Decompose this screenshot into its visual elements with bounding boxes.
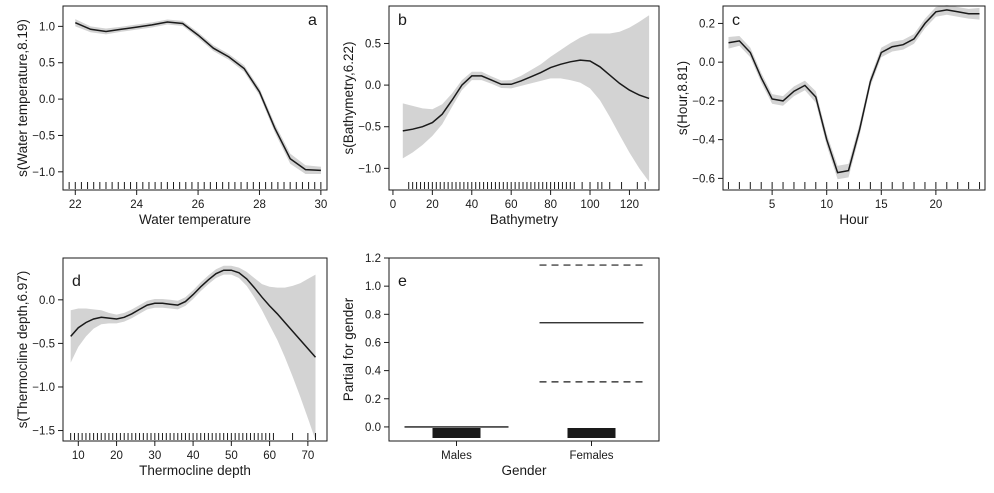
plot-frame (62, 5, 328, 191)
y-tick-label: 1.2 (365, 253, 381, 265)
x-tick-label: 30 (148, 450, 161, 462)
confidence-band (70, 265, 316, 441)
y-tick-label: 0.6 (365, 337, 381, 349)
panel-a: −1.0 −0.5 0.0 0.5 1.0 22 24 26 28 30 Water tempera… (15, 5, 328, 227)
y-tick-label: −0.5 (32, 338, 55, 350)
y-tick-label: 0.5 (365, 38, 381, 50)
x-axis-label: Water temperature (139, 212, 251, 227)
x-tick-label: 24 (130, 199, 143, 211)
confidence-band (402, 15, 650, 182)
smooth-line (402, 59, 650, 132)
x-tick-label: 100 (580, 199, 599, 211)
x-tick-label: 10 (72, 450, 85, 462)
y-tick-label: 0.0 (39, 94, 55, 106)
y-tick-label: −0.2 (692, 96, 715, 108)
x-tick-label: 26 (192, 199, 205, 211)
y-axis-label: s(Hour,8.81) (675, 61, 690, 135)
x-tick-label: 40 (187, 450, 200, 462)
y-tick-label: −0.6 (692, 173, 715, 185)
x-tick-label: 60 (263, 450, 276, 462)
panel-letter: b (398, 12, 407, 29)
y-tick-label: −1.5 (32, 426, 55, 438)
category-label: Males (441, 450, 472, 462)
x-tick-label: 20 (110, 450, 123, 462)
y-tick-label: 1.0 (365, 281, 381, 293)
y-tick-label: −1.0 (32, 382, 55, 394)
y-axis-label: s(Bathymetry,6.22) (341, 41, 356, 154)
x-tick-label: 50 (225, 450, 238, 462)
y-tick-label: 0.4 (365, 366, 382, 378)
panel-letter: d (72, 273, 81, 290)
y-axis-label: Partial for gender (341, 297, 356, 401)
y-tick-label: 0.2 (365, 394, 381, 406)
x-axis-label: Gender (501, 463, 547, 478)
x-tick-label: 80 (544, 199, 557, 211)
rug-bar (567, 428, 616, 438)
x-tick-label: 10 (820, 199, 833, 211)
x-axis-label: Thermocline depth (139, 463, 251, 478)
x-axis-label: Bathymetry (490, 212, 559, 227)
panel-letter: c (732, 12, 740, 29)
y-tick-label: 0.0 (699, 57, 715, 69)
x-tick-label: 30 (314, 199, 327, 211)
smooth-line (70, 269, 317, 358)
smooth-line (728, 9, 980, 174)
x-tick-label: 40 (465, 199, 478, 211)
rug-bar (432, 428, 481, 438)
y-tick-label: 0.0 (365, 422, 381, 434)
y-tick-label: −1.0 (32, 167, 55, 179)
y-tick-label: 1.0 (39, 21, 55, 33)
smooth-line (75, 21, 321, 172)
panel-e: 0.0 0.2 0.4 0.6 0.8 1.0 1.2 Males Females Gender P… (341, 253, 660, 478)
confidence-band (75, 19, 321, 174)
y-tick-label: 0.0 (39, 295, 55, 307)
panel-letter: e (398, 273, 407, 290)
x-tick-label: 60 (505, 199, 518, 211)
y-tick-label: 0.0 (365, 80, 381, 92)
y-tick-label: −0.5 (358, 122, 381, 134)
plot-frame (62, 257, 328, 442)
y-axis-label: s(Thermocline depth,6.97) (15, 271, 30, 429)
panel-b: −1.0 −0.5 0.0 0.5 0 20 40 60 80 100 120 Bathymetry s… (341, 5, 660, 227)
x-tick-label: 20 (426, 199, 439, 211)
panel-c: −0.6 −0.4 −0.2 0.0 0.2 5 10 15 20 Hour s(Hour,8.81… (675, 5, 986, 227)
plot-frame (722, 5, 986, 191)
y-axis-label: s(Water temperature,8.19) (15, 19, 30, 177)
x-tick-label: 20 (929, 199, 942, 211)
x-tick-label: 15 (875, 199, 888, 211)
x-tick-label: 0 (390, 199, 396, 211)
x-tick-label: 22 (69, 199, 82, 211)
x-tick-label: 5 (769, 199, 775, 211)
plot-frame (388, 5, 660, 191)
panel-d: −1.5 −1.0 −0.5 0.0 10 20 30 40 50 60 70 Thermocline… (15, 257, 328, 478)
category-label: Females (569, 450, 613, 462)
plot-frame (388, 257, 660, 442)
y-tick-label: 0.8 (365, 309, 381, 321)
x-tick-label: 70 (301, 450, 314, 462)
x-tick-label: 28 (253, 199, 266, 211)
confidence-band (728, 5, 980, 180)
x-axis-label: Hour (839, 212, 869, 227)
y-tick-label: −1.0 (358, 163, 381, 175)
y-tick-label: 0.2 (699, 18, 715, 30)
y-tick-label: −0.5 (32, 130, 55, 142)
x-tick-label: 120 (620, 199, 639, 211)
y-tick-label: 0.5 (39, 58, 55, 70)
panel-letter: a (308, 12, 317, 29)
y-tick-label: −0.4 (692, 135, 715, 147)
